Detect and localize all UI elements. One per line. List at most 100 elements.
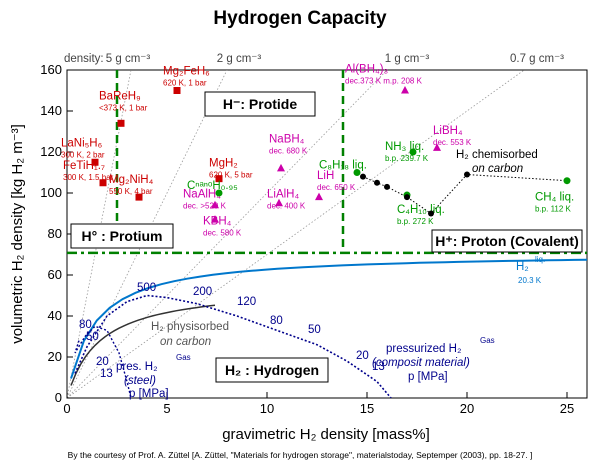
data-point-label: MgH₂ (209, 158, 238, 170)
composite-label-2: (composit material) (372, 357, 470, 369)
physisorbed-label: H₂ physisorbed (151, 321, 229, 333)
chemisorbed-label-2: on carbon (472, 163, 523, 175)
steel-label-2: (steel) (124, 375, 156, 387)
chemisorbed-point (374, 179, 380, 186)
data-point-square (215, 175, 223, 183)
data-point-label: C₄H₁₀ liq. (397, 204, 445, 216)
data-point-square (117, 119, 125, 127)
steel-label-3: p [MPa] (129, 388, 169, 400)
steel-gas-label: Gas (176, 353, 191, 362)
region-hydrogen-label: H₂ : Hydrogen (225, 362, 319, 378)
data-point-note: 620 K, 1 bar (163, 79, 207, 88)
y-tick-label: 120 (40, 144, 62, 159)
liquid-h2-sup: liq. (535, 255, 545, 264)
chemisorbed-point (360, 173, 366, 180)
data-point-note: b.p. 239.7 K (385, 154, 429, 163)
data-point-label: FeTiH₁.₇ (63, 160, 105, 172)
data-point-label: LiBH₄ (433, 125, 463, 137)
data-point-note: dec. 650 K (317, 183, 356, 192)
data-point-note: dec.373 K m.p. 208 K (345, 77, 423, 86)
credit-text: By the courtesy of Prof. A. Züttel [A. Z… (68, 450, 533, 460)
chemisorbed-point (464, 171, 470, 178)
data-point-triangle (211, 215, 219, 223)
x-tick-label: 10 (260, 401, 274, 416)
data-point-note: dec. >520 K (183, 201, 227, 210)
data-point-triangle (277, 163, 285, 172)
density-tick-label: 2 g cm⁻³ (217, 53, 262, 65)
y-tick-label: 80 (48, 226, 62, 241)
composite-label: pressurized H₂ (386, 343, 461, 355)
x-tick-label: 5 (163, 401, 170, 416)
y-tick-label: 20 (48, 349, 62, 364)
data-point-label: Al(BH₄)₃ (345, 64, 389, 76)
composite-gas-label: Gas (480, 336, 495, 345)
region-protium-label: H° : Protium (81, 228, 162, 244)
data-point-note: b.p. 272 K (397, 217, 434, 226)
data-point-label: BaReH₉ (99, 90, 141, 102)
data-point-circle (409, 148, 417, 156)
x-tick-label: 20 (460, 401, 474, 416)
chart-title: Hydrogen Capacity (213, 8, 387, 29)
region-protium: H° : Protium (70, 223, 174, 249)
data-point-triangle (401, 86, 409, 94)
y-tick-label: 60 (48, 267, 62, 282)
data-point-label: Mg₂FeH₆ (163, 66, 210, 78)
y-tick-label: 100 (40, 185, 62, 200)
data-point-square (99, 179, 107, 187)
physisorbed-curve (70, 304, 216, 386)
data-point-label: NH₃ liq. (385, 141, 424, 153)
liquid-h2-temp: 20.3 K (518, 276, 542, 285)
density-tick-label: 5 g cm⁻³ (106, 53, 151, 65)
data-point-triangle (433, 143, 441, 151)
density-tick-label: 1 g cm⁻³ (385, 53, 430, 65)
data-point-label: LiH (317, 170, 334, 182)
density-line (67, 70, 525, 398)
data-point-label: LiAlH₄ (267, 188, 299, 200)
steel-pressure-label: 50 (86, 331, 99, 343)
region-proton-label: H⁺: Proton (Covalent) (435, 233, 579, 249)
data-point-note: 300 K, 1.5 bar (63, 173, 114, 182)
data-point-label: CⁿᵃⁿᵒH₀.₉₅ (187, 180, 238, 192)
data-point-label: NaAlH₄ (183, 188, 221, 200)
x-tick-label: 0 (63, 401, 70, 416)
data-point-note: 300 K, 2 bar (61, 150, 105, 159)
steel-label: pres. H₂ (116, 361, 158, 373)
composite-pressure-label: 120 (237, 296, 256, 308)
chemisorbed-point (404, 194, 410, 201)
data-point-circle (563, 177, 571, 185)
data-point-note: <373 K, 1 bar (99, 103, 148, 112)
data-point-triangle (275, 198, 283, 207)
composite-pressure-label: 20 (356, 350, 369, 362)
data-point-label: C₈H₁₈ liq. (319, 160, 367, 172)
data-point-square (135, 193, 143, 201)
x-tick-label: 15 (360, 401, 374, 416)
data-point-triangle (211, 200, 219, 209)
data-point-note: 620 K, 5 bar (209, 171, 253, 180)
region-protide-label: H⁻: Protide (223, 96, 297, 112)
region-hydrogen: H₂ : Hydrogen (215, 357, 329, 383)
data-point-square (173, 87, 181, 94)
data-point-label: NaBH₄ (269, 133, 305, 145)
composite-pressure-label: 50 (308, 324, 321, 336)
chemisorbed-point (428, 210, 434, 217)
composite-pressure-label: 13 (372, 361, 385, 373)
liquid-hydrogen-curve (70, 258, 587, 379)
chemisorbed-label: H₂ chemisorbed (456, 149, 538, 161)
steel-pressure-label: 20 (96, 356, 109, 368)
composite-pressure-curve (74, 294, 392, 398)
liquid-h2-label: H₂ (516, 261, 529, 273)
data-point-square (91, 158, 99, 166)
data-point-note: dec. 580 K (203, 229, 242, 238)
y-tick-label: 160 (40, 62, 62, 77)
composite-pressure-label: 500 (137, 282, 156, 294)
data-point-label: Mg₂NiH₄ (109, 174, 154, 186)
density-tick-label: 0.7 g cm⁻³ (510, 53, 564, 65)
composite-pressure-label: 200 (193, 286, 212, 298)
density-line (67, 70, 388, 398)
data-point-triangle (315, 192, 323, 201)
y-tick-label: 40 (48, 308, 62, 323)
density-label: density: (64, 53, 104, 65)
region-protide: H⁻: Protide (204, 91, 316, 117)
y-axis-label: volumetric H₂ density [kg H₂ m⁻³] (9, 124, 26, 344)
